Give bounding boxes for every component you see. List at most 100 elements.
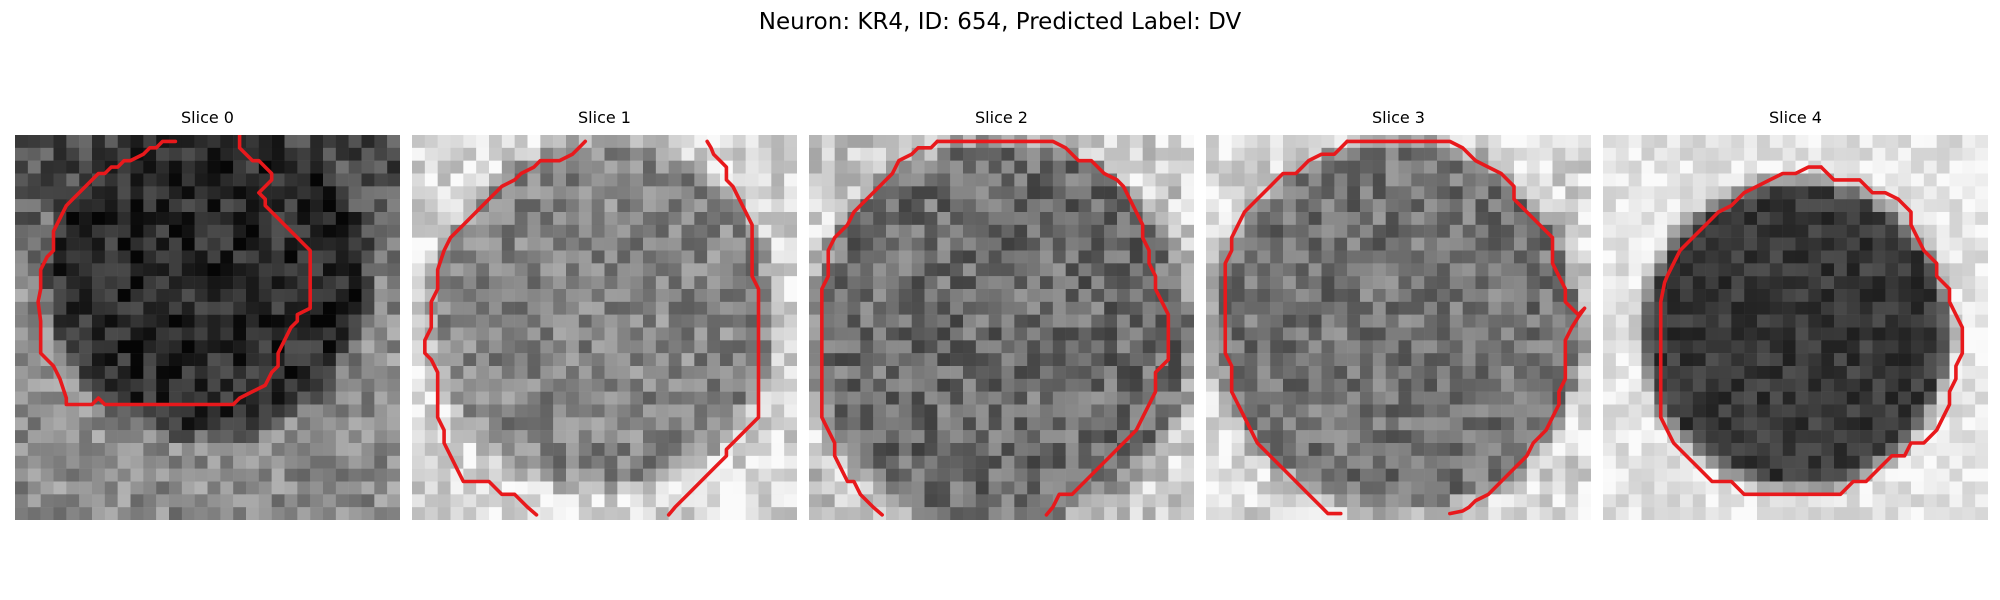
pixel-cell <box>1437 507 1451 520</box>
pixel-cell <box>1615 212 1629 226</box>
pixel-cell <box>1078 340 1092 354</box>
pixel-cell <box>335 186 349 200</box>
pixel-cell <box>604 314 618 328</box>
pixel-cell <box>1578 160 1591 174</box>
pixel-cell <box>1744 212 1758 226</box>
pixel-cell <box>1295 186 1309 200</box>
pixel-cell <box>437 455 451 469</box>
pixel-cell <box>1872 160 1886 174</box>
pixel-cell <box>1437 212 1451 226</box>
pixel-cell <box>271 199 285 213</box>
pixel-cell <box>1244 212 1258 226</box>
pixel-cell <box>27 250 41 264</box>
pixel-cell <box>169 404 183 418</box>
pixel-cell <box>323 301 337 315</box>
pixel-cell <box>1475 301 1489 315</box>
pixel-cell <box>847 430 861 444</box>
pixel-cell <box>1821 327 1835 341</box>
pixel-cell <box>310 314 324 328</box>
pixel-cell <box>821 224 835 238</box>
pixel-cell <box>1744 237 1758 251</box>
pixel-cell <box>1603 186 1617 200</box>
pixel-cell <box>27 468 41 482</box>
pixel-cell <box>540 430 554 444</box>
pixel-cell <box>463 301 477 315</box>
pixel-cell <box>873 212 887 226</box>
pixel-cell <box>207 443 221 457</box>
pixel-cell <box>143 173 157 187</box>
pixel-cell <box>1667 340 1681 354</box>
pixel-cell <box>1424 263 1438 277</box>
pixel-cell <box>1615 353 1629 367</box>
pixel-cell <box>437 301 451 315</box>
pixel-cell <box>437 340 451 354</box>
pixel-cell <box>1514 340 1528 354</box>
pixel-cell <box>655 199 669 213</box>
pixel-cell <box>181 494 195 508</box>
pixel-cell <box>117 443 131 457</box>
pixel-cell <box>1117 289 1131 303</box>
pixel-cell <box>1872 494 1886 508</box>
pixel-cell <box>424 507 438 520</box>
pixel-cell <box>1846 507 1860 520</box>
pixel-cell <box>361 199 375 213</box>
pixel-cell <box>412 507 426 520</box>
pixel-cell <box>1360 404 1374 418</box>
pixel-cell <box>1514 391 1528 405</box>
pixel-cell <box>681 391 695 405</box>
pixel-cell <box>297 199 311 213</box>
pixel-cell <box>1795 366 1809 380</box>
pixel-cell <box>758 443 772 457</box>
pixel-cell <box>1424 224 1438 238</box>
pixel-cell <box>694 224 708 238</box>
pixel-cell <box>1578 430 1591 444</box>
pixel-cell <box>1526 135 1540 149</box>
pixel-cell <box>463 263 477 277</box>
pixel-cell <box>821 186 835 200</box>
pixel-cell <box>335 404 349 418</box>
pixel-cell <box>1027 430 1041 444</box>
pixel-cell <box>758 212 772 226</box>
pixel-cell <box>1411 186 1425 200</box>
pixel-cell <box>79 224 93 238</box>
pixel-cell <box>194 391 208 405</box>
pixel-cell <box>335 417 349 431</box>
pixel-cell <box>1936 212 1950 226</box>
pixel-cell <box>1898 186 1912 200</box>
pixel-cell <box>1014 314 1028 328</box>
pixel-cell <box>578 147 592 161</box>
pixel-cell <box>1155 147 1169 161</box>
pixel-cell <box>911 404 925 418</box>
pixel-cell <box>809 404 823 418</box>
pixel-cell <box>1962 340 1976 354</box>
pixel-cell <box>694 404 708 418</box>
pixel-cell <box>143 250 157 264</box>
pixel-cell <box>681 237 695 251</box>
pixel-cell <box>553 224 567 238</box>
pixel-cell <box>681 186 695 200</box>
pixel-cell <box>412 468 426 482</box>
pixel-cell <box>348 135 362 149</box>
pixel-cell <box>1155 417 1169 431</box>
pixel-cell <box>591 224 605 238</box>
pixel-cell <box>1667 289 1681 303</box>
pixel-cell <box>15 237 29 251</box>
pixel-cell <box>1206 378 1220 392</box>
pixel-cell <box>424 417 438 431</box>
pixel-cell <box>323 212 337 226</box>
pixel-cell <box>911 468 925 482</box>
pixel-cell <box>1155 237 1169 251</box>
pixel-cell <box>169 443 183 457</box>
pixel-cell <box>1052 468 1066 482</box>
pixel-cell <box>1565 199 1579 213</box>
pixel-cell <box>540 507 554 520</box>
pixel-cell <box>246 468 260 482</box>
pixel-cell <box>1808 391 1822 405</box>
pixel-cell <box>348 366 362 380</box>
pixel-cell <box>284 443 298 457</box>
pixel-cell <box>540 481 554 495</box>
pixel-cell <box>745 366 759 380</box>
pixel-cell <box>1565 263 1579 277</box>
pixel-cell <box>1104 430 1118 444</box>
pixel-cell <box>104 443 118 457</box>
